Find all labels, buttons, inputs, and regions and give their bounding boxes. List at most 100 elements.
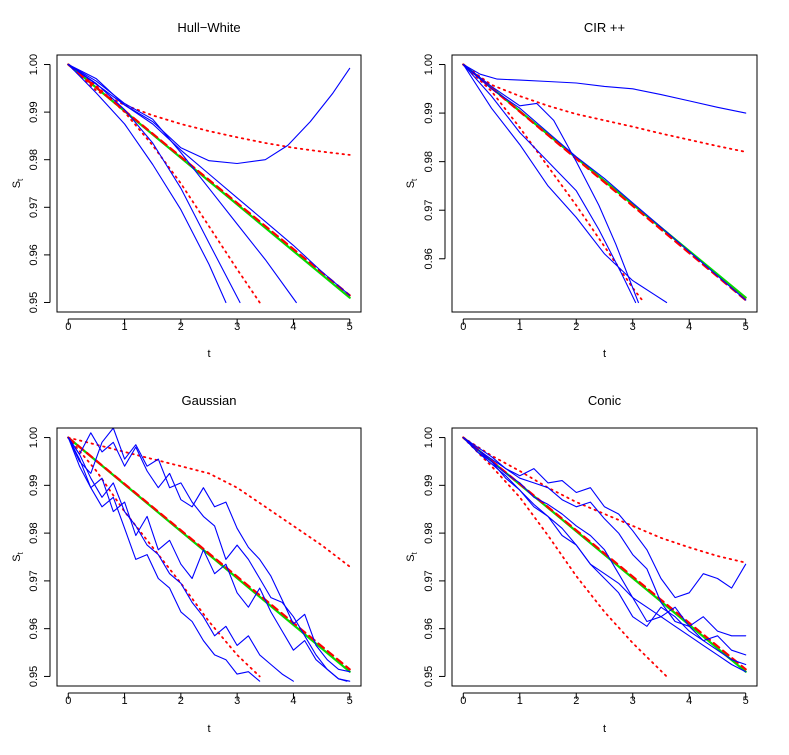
chart-panel-4: Conic 0 1 2 3 4 5 t 0.95 0.96 0.97 0.98 0.99 1.00 St — [405, 393, 758, 735]
plot-frame — [451, 54, 758, 313]
y-tick-label: 1.00 — [28, 427, 40, 448]
series-line-red-dotted — [67, 436, 351, 568]
x-tick-label: 2 — [573, 695, 579, 707]
y-tick-label: 0.98 — [423, 151, 435, 172]
x-tick-label: 0 — [460, 695, 466, 707]
x-tick-label: 3 — [630, 695, 636, 707]
y-axis-label: St — [405, 178, 419, 188]
y-tick-label: 0.97 — [28, 570, 40, 591]
y-tick-label: 0.98 — [28, 522, 40, 543]
x-axis: 0 1 2 3 4 5 — [65, 318, 353, 333]
y-axis: 0.95 0.96 0.97 0.98 0.99 1.00 — [28, 427, 51, 687]
x-tick-label: 5 — [743, 321, 749, 333]
series-line-blue — [67, 437, 294, 682]
y-tick-label: 0.96 — [423, 248, 435, 269]
x-tick-label: 3 — [234, 321, 240, 333]
x-tick-label: 4 — [686, 695, 692, 707]
chart-title: Hull−White — [177, 20, 240, 35]
y-tick-label: 0.96 — [28, 618, 40, 639]
y-tick-label: 0.95 — [28, 292, 40, 313]
x-tick-label: 3 — [630, 321, 636, 333]
chart-panel-1: Hull−White 0 1 2 3 4 5 t 0.95 0.96 0.97 0.98 0.99 1.0… — [11, 20, 362, 360]
y-tick-label: 0.97 — [423, 199, 435, 220]
series-line-red-dotted — [462, 63, 747, 153]
plot-frame — [56, 427, 362, 687]
plot-area — [462, 63, 747, 304]
x-axis-label: t — [603, 348, 606, 360]
series-line-blue — [67, 63, 241, 304]
y-tick-label: 0.99 — [423, 475, 435, 496]
series-line-red-dashed — [67, 436, 351, 671]
x-tick-label: 1 — [121, 695, 127, 707]
x-tick-label: 4 — [686, 321, 692, 333]
y-tick-label: 1.00 — [28, 54, 40, 75]
y-tick-label: 0.98 — [28, 149, 40, 170]
plot-area — [462, 436, 747, 678]
series-line-blue — [67, 63, 351, 165]
series-line-red-dashed — [462, 63, 747, 302]
x-tick-label: 4 — [290, 695, 296, 707]
y-tick-label: 0.95 — [28, 666, 40, 687]
x-axis-label: t — [207, 723, 210, 735]
x-axis: 0 1 2 3 4 5 — [460, 318, 749, 333]
y-tick-label: 0.96 — [423, 618, 435, 639]
plot-frame — [451, 427, 758, 687]
x-tick-label: 0 — [460, 321, 466, 333]
y-tick-label: 0.99 — [423, 102, 435, 123]
series-line-blue — [67, 63, 227, 304]
x-axis-label: t — [207, 348, 210, 360]
x-tick-label: 1 — [517, 695, 523, 707]
series-line-blue — [67, 437, 261, 682]
y-axis: 0.96 0.97 0.98 0.99 1.00 — [423, 54, 446, 269]
chart-panel-2: CIR ++ 0 1 2 3 4 5 t 0.96 0.97 0.98 0.99 1.00 St — [405, 20, 758, 360]
series-line-blue — [67, 437, 351, 682]
y-axis-label: St — [11, 551, 25, 561]
chart-title: Gaussian — [182, 393, 237, 408]
y-axis-label: St — [11, 178, 25, 188]
chart-panel-3: Gaussian 0 1 2 3 4 5 t 0.95 0.96 0.97 0.98 0.99 1.00 S… — [11, 393, 362, 735]
x-tick-label: 2 — [178, 695, 184, 707]
x-tick-label: 5 — [743, 695, 749, 707]
x-tick-label: 1 — [121, 321, 127, 333]
x-tick-label: 0 — [65, 695, 71, 707]
x-tick-label: 1 — [517, 321, 523, 333]
series-line-blue — [67, 432, 351, 673]
x-tick-label: 5 — [347, 695, 353, 707]
series-line-blue — [67, 63, 297, 304]
chart-title: CIR ++ — [584, 20, 625, 35]
plot-frame — [56, 54, 362, 313]
series-line-blue — [462, 437, 747, 666]
y-tick-label: 0.98 — [423, 522, 435, 543]
y-tick-label: 0.97 — [28, 197, 40, 218]
series-line-red-dotted — [67, 436, 261, 678]
plot-area — [67, 428, 351, 682]
plot-area — [67, 63, 351, 304]
y-tick-label: 0.99 — [28, 475, 40, 496]
x-tick-label: 3 — [234, 695, 240, 707]
x-axis: 0 1 2 3 4 5 — [65, 692, 353, 707]
series-line-red-dotted — [67, 63, 351, 156]
series-line-red-dotted — [67, 63, 261, 304]
series-line-red-dashed — [462, 436, 747, 671]
y-tick-label: 0.95 — [423, 666, 435, 687]
series-line-blue — [67, 63, 351, 296]
x-tick-label: 4 — [290, 321, 296, 333]
series-line-red-dotted — [462, 436, 747, 564]
chart-title: Conic — [588, 393, 622, 408]
series-line-blue — [462, 63, 639, 304]
x-tick-label: 2 — [573, 321, 579, 333]
x-axis-label: t — [603, 723, 606, 735]
y-tick-label: 1.00 — [423, 54, 435, 75]
series-line-blue — [462, 63, 747, 114]
series-line-red-dotted — [462, 63, 645, 304]
series-line-blue — [462, 437, 747, 656]
y-tick-label: 0.97 — [423, 570, 435, 591]
series-line-red-dotted — [462, 436, 668, 678]
series-line-blue — [462, 437, 747, 673]
x-axis: 0 1 2 3 4 5 — [460, 692, 749, 707]
y-tick-label: 0.99 — [28, 101, 40, 122]
series-line-blue — [462, 437, 747, 599]
x-tick-label: 2 — [178, 321, 184, 333]
series-line-blue — [67, 428, 348, 682]
